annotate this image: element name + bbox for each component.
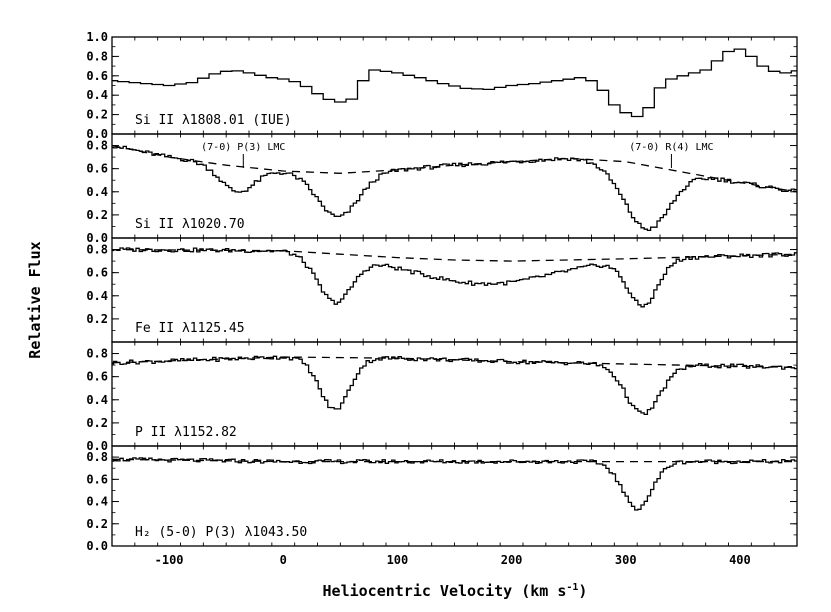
marker-label: (7-0) R(4) LMC — [629, 142, 713, 153]
y-tick-label: 0.2 — [86, 108, 108, 122]
x-tick-label: 300 — [615, 553, 637, 567]
y-tick-label: 0.0 — [86, 231, 108, 245]
x-tick-label: 0 — [280, 553, 287, 567]
y-tick-label: 0.4 — [86, 185, 108, 199]
x-tick-label: 200 — [501, 553, 523, 567]
y-tick-label: 0.0 — [86, 127, 108, 141]
spectrum-line — [112, 48, 797, 118]
y-tick-label: 0.8 — [86, 243, 108, 257]
marker-label: (7-0) P(3) LMC — [201, 142, 285, 153]
y-tick-label: 0.6 — [86, 472, 108, 486]
panel-label: P II λ1152.82 — [135, 425, 237, 440]
panel-label: Si II λ1808.01 (IUE) — [135, 113, 292, 128]
panel-2: 0.0 0.2 0.4 0.6 0.8 (7-0) P(3) LMC (7-0) R(4) … — [86, 133, 798, 245]
y-tick-label: 0.6 — [86, 162, 108, 176]
y-tick-label: 0.2 — [86, 517, 108, 531]
continuum-fit — [111, 458, 797, 463]
y-tick-label: 1.0 — [86, 30, 108, 44]
spectrum-line — [112, 145, 797, 232]
y-tick-label: 0.8 — [86, 347, 108, 361]
x-axis-label-main: Heliocentric Velocity (km s — [323, 582, 567, 600]
y-tick-label: 0.8 — [86, 49, 108, 63]
y-tick-label: 0.4 — [86, 393, 108, 407]
y-tick-label: 0.6 — [86, 370, 108, 384]
panel-label: Fe II λ1125.45 — [135, 321, 245, 336]
x-axis-label: Heliocentric Velocity (km s-1) — [323, 582, 588, 600]
spectrum-line — [112, 247, 797, 308]
panel-label: Si II λ1020.70 — [135, 217, 245, 232]
x-tick-label: 100 — [387, 553, 409, 567]
panel-label: H₂ (5-0) P(3) λ1043.50 — [135, 525, 307, 540]
y-tick-label: 0.4 — [86, 289, 108, 303]
x-axis-label-sup: -1 — [566, 582, 578, 593]
spectrum-line — [112, 355, 797, 416]
continuum-fit — [111, 248, 798, 262]
y-tick-label: 0.8 — [86, 450, 108, 464]
y-tick-label: 0.4 — [86, 88, 108, 102]
y-tick-label: 0.2 — [86, 312, 108, 326]
x-tick-labels: -100 0 100 200 300 400 — [155, 553, 751, 567]
continuum-fit — [111, 356, 798, 369]
x-axis-label-end: ) — [578, 582, 587, 600]
panels-group: 0.00.20.40.60.81.0Si II λ1808.01 (IUE)0.… — [86, 30, 798, 553]
y-tick-label: 0.0 — [86, 439, 108, 453]
spectrum-line — [112, 457, 797, 511]
y-tick-label: 0.8 — [86, 139, 108, 153]
y-tick-label: 0.0 — [86, 539, 108, 553]
panel-3: 0.2 0.4 0.6 0.8 Fe II λ1125.45 — [86, 237, 798, 343]
panel-5: 0.0 0.2 0.4 0.6 0.8 H₂ (5-0) P(3) λ1043.50 — [86, 445, 798, 553]
continuum-fit — [111, 144, 798, 193]
panel-4: 0.0 0.2 0.4 0.6 0.8 P II λ1152.82 — [86, 341, 798, 453]
x-tick-label: 400 — [729, 553, 751, 567]
y-tick-label: 0.2 — [86, 208, 108, 222]
y-tick-label: 0.4 — [86, 495, 108, 509]
y-tick-label: 0.6 — [86, 69, 108, 83]
y-axis-label: Relative Flux — [26, 241, 44, 358]
y-tick-label: 0.2 — [86, 416, 108, 430]
y-tick-label: 0.6 — [86, 266, 108, 280]
panel-1: 0.0 0.2 0.4 0.6 0.8 1.0 Si II λ1808.01 (IUE) — [86, 30, 798, 141]
x-tick-label: -100 — [155, 553, 184, 567]
